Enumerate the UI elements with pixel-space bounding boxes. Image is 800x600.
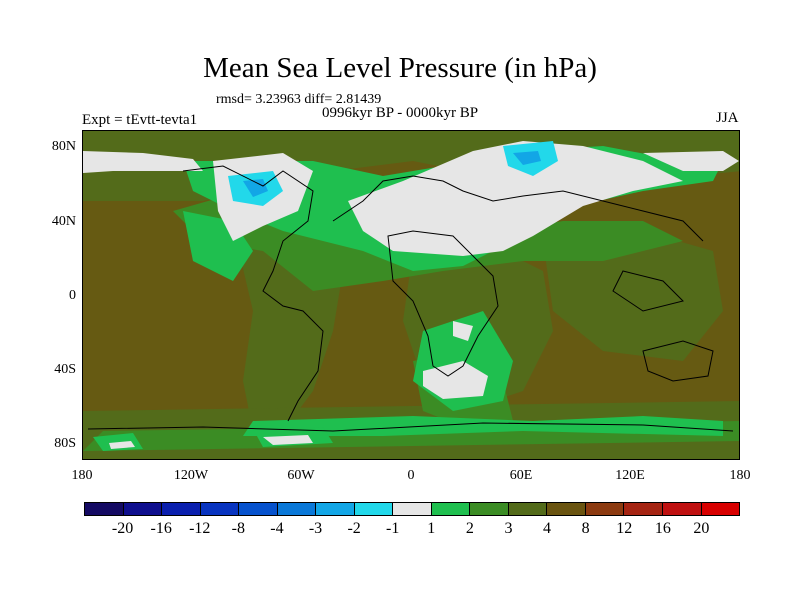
pressure-map [82,130,740,460]
colorbar-swatch [547,503,586,515]
colorbar-label: 2 [465,520,474,537]
blue-region [243,179,268,197]
colorbar-swatch [431,503,471,515]
x-tick-label: 0 [407,468,415,483]
colorbar-label: -8 [231,520,245,537]
x-tick-label: 180 [71,468,93,483]
olive-region [543,231,723,361]
colorbar-swatch [200,503,240,515]
period-label: 0996kyr BP - 0000kyr BP [322,105,479,121]
colorbar-swatch [316,503,355,515]
colorbar-swatch [624,503,663,515]
colorbar-label: -3 [308,520,323,537]
colorbar-swatch [508,503,548,515]
white-region [348,141,683,256]
white-region [83,151,203,173]
white-region [453,321,473,341]
colorbar-swatch [470,503,509,515]
colorbar-label: -4 [270,520,284,537]
colorbar-label: 12 [616,520,633,537]
white-region [109,441,135,449]
colorbar [84,502,740,516]
colorbar-label: 1 [427,520,436,537]
colorbar-swatch [162,503,201,515]
green-region [243,416,723,436]
colorbar-swatch [585,503,625,515]
colorbar-swatch [85,503,124,515]
x-tick-label: 120W [173,468,209,483]
white-region [263,435,313,445]
colorbar-label: -2 [347,520,361,537]
map-canvas [83,131,739,459]
colorbar-swatch [239,503,278,515]
chart-title: Mean Sea Level Pressure (in hPa) [203,52,597,84]
white-region [643,151,739,171]
colorbar-label: 20 [693,520,710,537]
y-tick-label: 0 [69,288,76,303]
colorbar-label: -12 [189,520,211,537]
experiment-label: Expt = tEvtt-tevta1 [82,112,198,128]
colorbar-label: 3 [504,520,513,537]
x-tick-label: 60E [509,468,533,483]
colorbar-label: 8 [581,520,590,537]
colorbar-label: -20 [111,520,134,537]
stats-label: rmsd= 3.23963 diff= 2.81439 [216,92,382,107]
colorbar-swatch [123,503,163,515]
colorbar-label: -16 [150,520,172,537]
colorbar-label: -1 [386,520,400,537]
y-tick-label: 80S [54,436,76,451]
colorbar-swatch [277,503,317,515]
y-tick-label: 40S [54,362,76,377]
x-tick-label: 120E [615,468,645,483]
y-tick-label: 40N [51,214,76,229]
colorbar-swatch [354,503,394,515]
colorbar-swatch [662,503,702,515]
blue-region [513,151,541,165]
colorbar-swatch [393,503,432,515]
coastlines [87,165,734,432]
y-tick-label: 80N [51,139,76,154]
season-label: JJA [716,110,739,126]
colorbar-label: 4 [543,520,552,537]
x-tick-label: 60W [287,468,315,483]
colorbar-label: 16 [654,520,671,537]
x-tick-label: 180 [729,468,751,483]
colorbar-swatch [701,503,740,515]
